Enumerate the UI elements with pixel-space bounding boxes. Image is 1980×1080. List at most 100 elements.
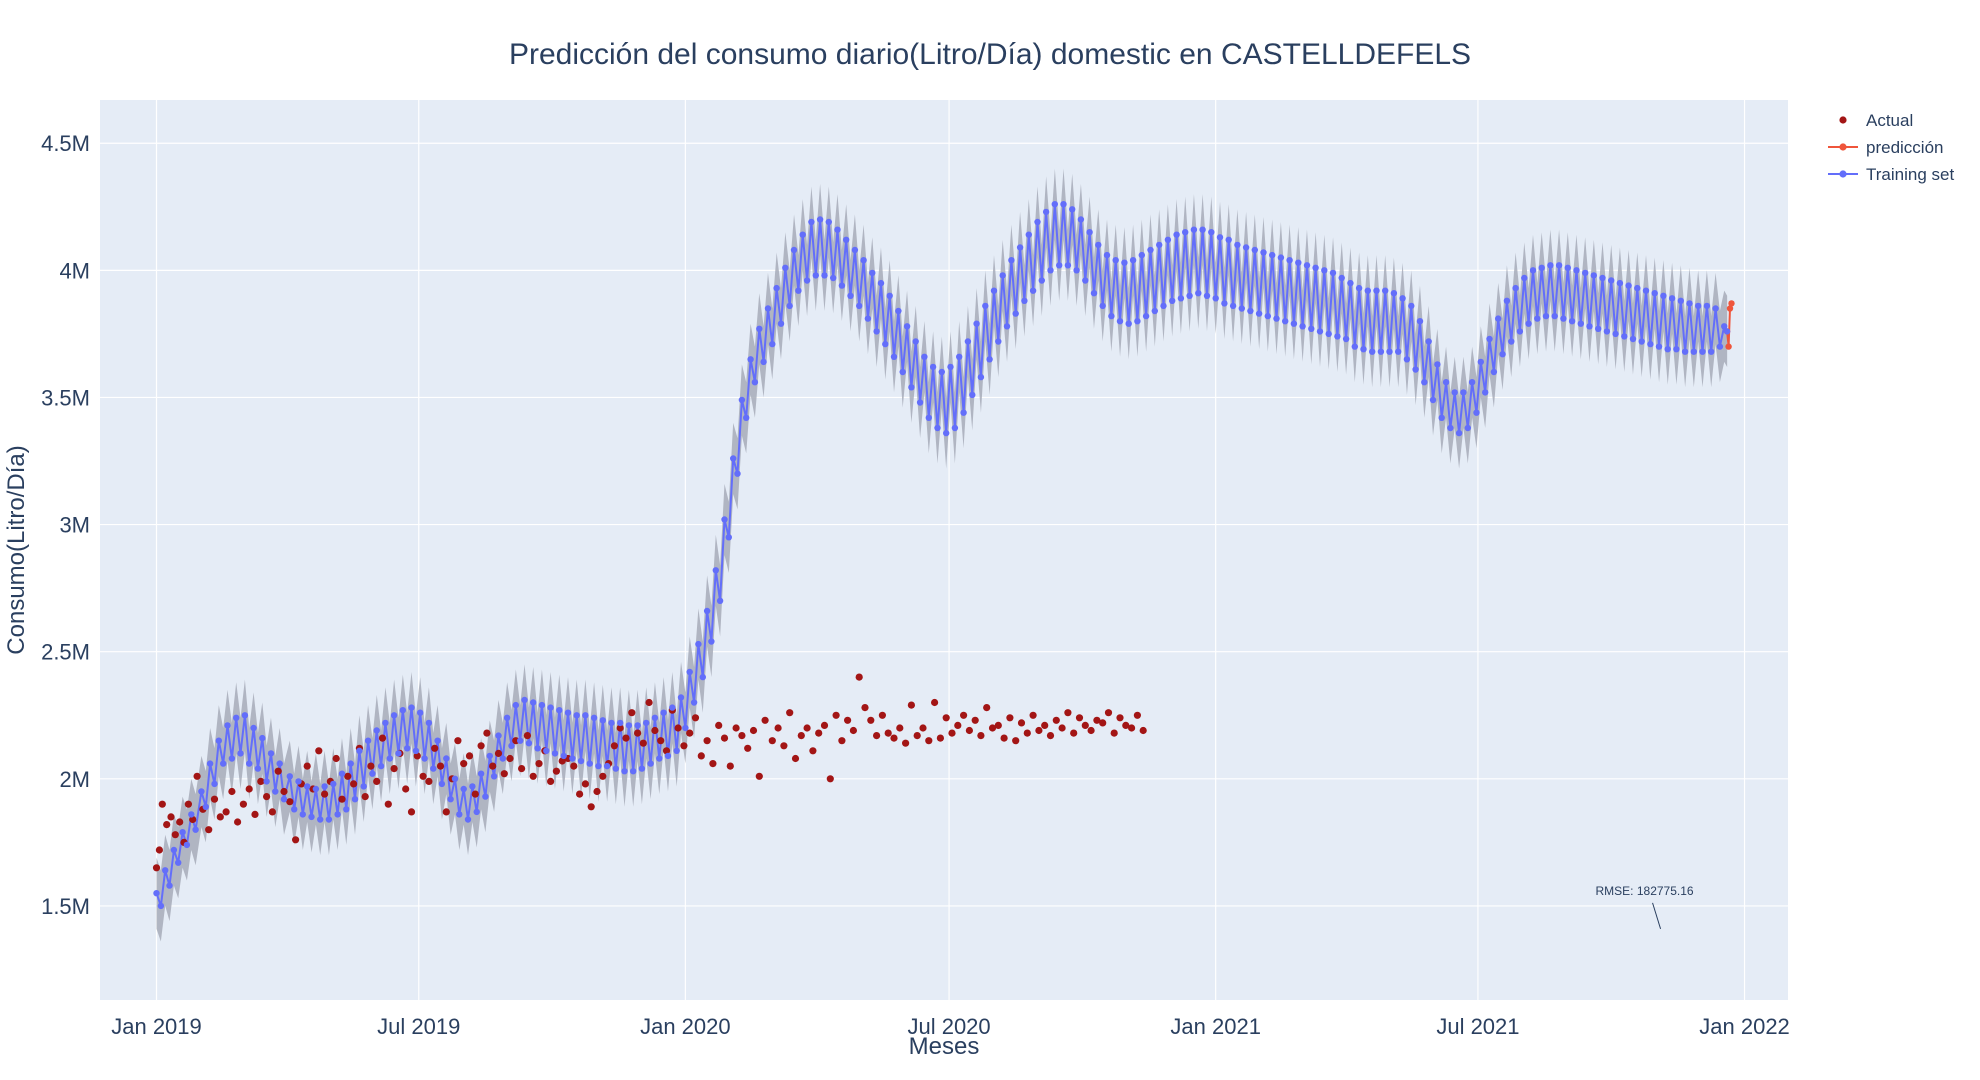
data-point (471, 790, 479, 798)
data-point (686, 668, 693, 676)
data-point (786, 302, 793, 310)
data-point (825, 218, 832, 226)
data-point (193, 772, 201, 780)
data-point (657, 737, 665, 745)
data-point (1173, 231, 1180, 238)
data-point (869, 269, 876, 277)
data-point (356, 747, 363, 754)
data-point (1029, 711, 1037, 719)
data-point (803, 277, 811, 284)
data-point (738, 732, 746, 740)
data-point (916, 399, 924, 406)
data-point (1681, 348, 1689, 355)
data-point (477, 742, 485, 750)
data-point (276, 760, 283, 767)
data-point (315, 747, 323, 755)
data-point (360, 783, 367, 790)
data-point (634, 729, 642, 737)
data-point (556, 707, 563, 714)
data-point (912, 338, 919, 345)
data-point (215, 737, 222, 744)
legend-item-label: predicción (1866, 138, 1944, 157)
data-point (934, 424, 941, 432)
data-point (890, 734, 898, 742)
data-point (259, 734, 266, 742)
data-point (577, 757, 585, 765)
data-point (228, 787, 236, 796)
data-point (1677, 297, 1685, 304)
data-point (1229, 302, 1237, 310)
data-point (1625, 282, 1632, 289)
data-point (384, 800, 392, 808)
data-point (1403, 356, 1411, 363)
x-tick-label: Jan 2022 (1699, 1014, 1790, 1039)
data-point (308, 813, 315, 821)
data-point (1629, 335, 1637, 343)
data-point (205, 826, 213, 834)
data-point (1329, 269, 1337, 277)
data-point (1087, 726, 1095, 735)
data-point (1038, 277, 1046, 284)
data-point (1212, 295, 1219, 302)
data-point (1447, 424, 1454, 432)
data-point (1095, 241, 1102, 249)
data-point (378, 734, 387, 742)
data-point (1482, 389, 1489, 396)
data-point (925, 737, 933, 745)
data-point (1373, 287, 1380, 294)
data-point (547, 704, 554, 711)
data-point (738, 396, 746, 404)
data-point (1099, 302, 1106, 310)
data-point (1386, 348, 1393, 355)
annotation-arrow (1652, 902, 1662, 929)
data-point (1695, 302, 1702, 310)
data-point (786, 709, 794, 717)
legend[interactable]: Actual predicción Training set (1828, 111, 1954, 184)
data-point (442, 808, 450, 816)
data-point (361, 793, 369, 801)
data-point (1199, 226, 1206, 233)
data-point (299, 811, 306, 818)
data-point (512, 701, 519, 709)
data-point (884, 729, 892, 737)
data-point (369, 770, 376, 777)
data-point (964, 338, 972, 345)
data-point (720, 734, 729, 742)
data-point (1468, 379, 1476, 386)
data-point (486, 752, 493, 760)
data-point (1021, 297, 1028, 304)
data-point (407, 808, 416, 816)
data-point (454, 737, 462, 745)
data-point (390, 765, 398, 773)
data-point (569, 755, 576, 762)
data-point (919, 724, 927, 732)
data-point (1034, 218, 1041, 226)
data-point (1073, 267, 1080, 274)
data-point (274, 767, 282, 775)
data-point (523, 732, 532, 740)
data-point (1577, 320, 1585, 327)
data-point (1142, 312, 1150, 320)
legend-item-label: Actual (1866, 111, 1913, 130)
data-point (830, 274, 837, 282)
data-point (647, 760, 654, 767)
data-point (538, 701, 546, 709)
data-point (1255, 310, 1263, 317)
data-point (651, 726, 659, 735)
data-point (1069, 206, 1076, 213)
data-point (639, 739, 647, 747)
data-point (686, 729, 694, 737)
data-point (280, 787, 288, 796)
data-point (494, 749, 503, 758)
data-point (1547, 262, 1554, 269)
data-point (1538, 264, 1545, 271)
data-point (408, 704, 415, 711)
data-point (1664, 346, 1671, 353)
data-point (413, 752, 421, 760)
data-point (761, 716, 769, 724)
data-point (864, 315, 872, 322)
data-point (630, 768, 637, 775)
series-points (152, 201, 1735, 910)
data-point (669, 704, 676, 711)
data-point (473, 808, 480, 816)
